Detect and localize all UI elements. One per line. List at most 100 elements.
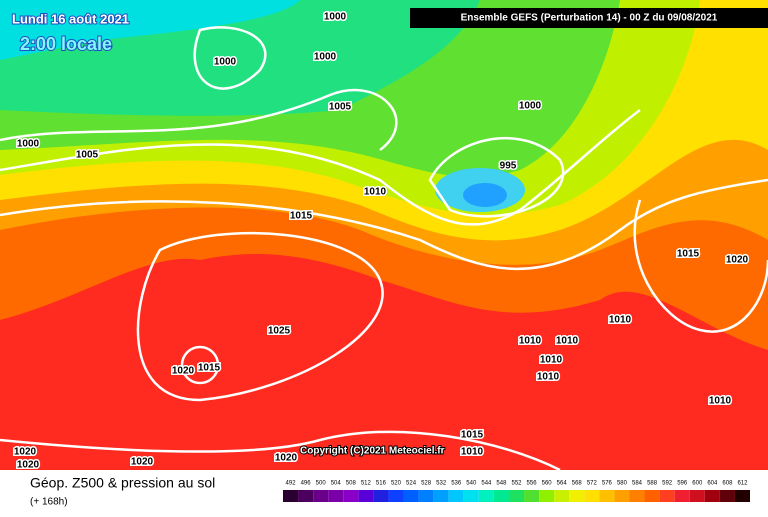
legend-label: 516 (376, 481, 387, 487)
legend-swatch (629, 490, 645, 502)
legend-swatch (343, 490, 359, 502)
legend-swatch (313, 490, 329, 502)
legend-swatch (734, 490, 750, 502)
legend-swatch (478, 490, 494, 502)
isobar-label: 1015 (290, 211, 313, 222)
legend-label: 544 (481, 481, 492, 487)
legend-label: 524 (406, 481, 417, 487)
isobar (193, 26, 267, 90)
legend-label: 492 (286, 481, 297, 487)
legend-swatch (569, 490, 585, 502)
isobar-label: 1025 (268, 326, 291, 337)
isobar-label: 1000 (17, 139, 40, 150)
legend-swatch (283, 490, 299, 502)
legend-swatch (418, 490, 434, 502)
isobar-label: 1010 (461, 447, 484, 458)
isobar (180, 345, 220, 385)
legend-label: 608 (722, 481, 733, 487)
legend-label: 572 (587, 481, 598, 487)
legend-swatch (448, 490, 464, 502)
legend-label: 556 (527, 481, 538, 487)
legend-swatch (614, 490, 630, 502)
legend-label: 564 (557, 481, 568, 487)
legend-swatch (508, 490, 525, 502)
legend-label: 588 (647, 481, 658, 487)
legend-label: 508 (346, 481, 357, 487)
legend-swatch (554, 490, 570, 502)
isobar (0, 430, 561, 472)
legend-swatch (328, 490, 344, 502)
isobar (136, 231, 384, 402)
isobar-label: 1010 (556, 336, 579, 347)
legend-label: 568 (572, 481, 583, 487)
legend-swatch (524, 490, 540, 502)
isobar-label: 1000 (214, 57, 237, 68)
isobar-label: 1010 (609, 315, 632, 326)
legend-swatch (704, 490, 720, 502)
legend-label: 584 (632, 481, 643, 487)
legend-label: 552 (511, 481, 522, 487)
footer-lead: (+ 168h) (30, 497, 68, 508)
run-info: Ensemble GEFS (Perturbation 14) - 00 Z d… (461, 13, 718, 24)
isobar-label: 1015 (677, 249, 700, 260)
legend-swatch (719, 490, 735, 502)
legend-label: 580 (617, 481, 628, 487)
isobar-label: 1005 (329, 102, 352, 113)
legend-swatch (659, 490, 675, 502)
legend-label: 548 (496, 481, 507, 487)
legend-label: 504 (331, 481, 342, 487)
isobar-label: 1020 (131, 457, 154, 468)
isobar-label: 1000 (519, 101, 542, 112)
legend-swatch (584, 490, 600, 502)
isobar-label: 1015 (198, 363, 221, 374)
isobar-label: 1005 (76, 150, 99, 161)
legend-label: 496 (301, 481, 312, 487)
field-cyan (0, 0, 300, 60)
legend-label: 612 (737, 481, 748, 487)
footer-title: Géop. Z500 & pression au sol (30, 475, 215, 491)
forecast-date: Lundi 16 août 2021 (12, 11, 129, 26)
isobar-label: 1020 (726, 255, 749, 266)
legend-swatch (599, 490, 615, 502)
legend-swatch (298, 490, 314, 502)
legend-label: 600 (692, 481, 703, 487)
legend-swatch (463, 490, 479, 502)
isobar-label: 1015 (461, 430, 484, 441)
legend-label: 528 (421, 481, 432, 487)
isobar-label: 1020 (14, 447, 37, 458)
isobar-label: 1010 (519, 336, 542, 347)
isobar-label: 1010 (537, 372, 560, 383)
run-box (410, 8, 768, 28)
legend-label: 576 (602, 481, 613, 487)
legend-label: 596 (677, 481, 688, 487)
legend-swatch (689, 490, 705, 502)
isobar-label: 1000 (324, 12, 347, 23)
legend-label: 532 (436, 481, 447, 487)
legend-swatch (433, 490, 449, 502)
legend-swatch (674, 490, 690, 502)
legend-label: 592 (662, 481, 673, 487)
legend-label: 536 (451, 481, 462, 487)
forecast-time: 2:00 locale (20, 34, 112, 54)
legend-label: 512 (361, 481, 372, 487)
legend-swatch (644, 490, 660, 502)
isobar-label: 1020 (275, 453, 298, 464)
isobar (428, 137, 565, 218)
legend-swatch (358, 490, 374, 502)
legend-swatch (493, 490, 509, 502)
isobar-label: 1010 (709, 396, 732, 407)
low-inner (463, 183, 507, 207)
copyright: Copyright (C)2021 Meteociel.fr (300, 446, 445, 457)
isobar-label: 1000 (314, 52, 337, 63)
isobar-label: 1010 (540, 355, 563, 366)
legend-label: 560 (542, 481, 553, 487)
isobar-label: 1020 (172, 366, 195, 377)
isobar (0, 88, 398, 151)
legend-label: 540 (466, 481, 477, 487)
legend-swatch (388, 490, 404, 502)
isobar (633, 199, 768, 333)
isobar (0, 109, 641, 226)
legend-swatch (403, 490, 419, 502)
legend-swatch (373, 490, 389, 502)
